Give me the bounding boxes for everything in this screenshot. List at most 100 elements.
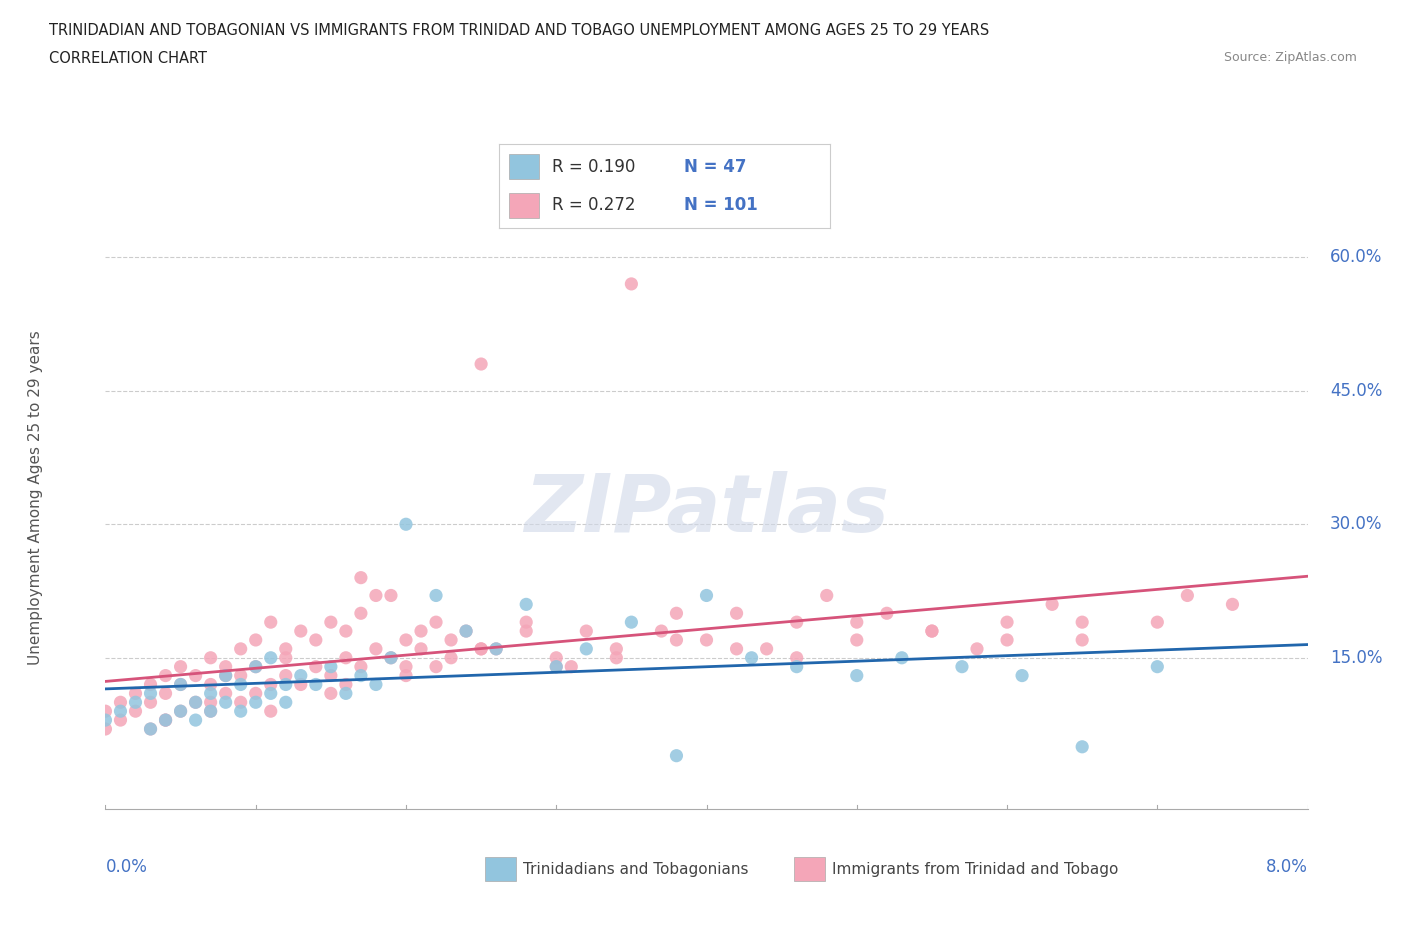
Text: 0.0%: 0.0% <box>105 858 148 876</box>
Point <box>921 624 943 639</box>
Point <box>350 659 373 674</box>
Point <box>274 677 297 692</box>
Point <box>319 668 342 683</box>
Point <box>229 695 252 710</box>
Point <box>260 704 283 719</box>
Point <box>845 668 868 683</box>
Point <box>305 659 328 674</box>
Text: Immigrants from Trinidad and Tobago: Immigrants from Trinidad and Tobago <box>832 862 1119 877</box>
Point <box>350 605 373 620</box>
Point <box>395 659 418 674</box>
Point <box>845 615 868 630</box>
Point <box>1040 597 1063 612</box>
Point <box>200 650 222 665</box>
Point <box>200 695 222 710</box>
Point <box>350 668 373 683</box>
Point <box>995 632 1018 647</box>
Point <box>395 632 418 647</box>
Point <box>229 677 252 692</box>
Point <box>139 722 162 737</box>
Point <box>245 659 267 674</box>
Point <box>605 642 627 657</box>
Text: Unemployment Among Ages 25 to 29 years: Unemployment Among Ages 25 to 29 years <box>28 330 44 665</box>
Point <box>890 650 912 665</box>
Point <box>350 570 373 585</box>
Point <box>786 615 808 630</box>
Point <box>409 642 432 657</box>
Point <box>725 642 748 657</box>
Point <box>139 722 162 737</box>
Point <box>184 695 207 710</box>
Point <box>290 668 312 683</box>
Text: N = 47: N = 47 <box>685 158 747 176</box>
Point <box>169 704 191 719</box>
Point <box>575 624 598 639</box>
Point <box>110 704 132 719</box>
Point <box>155 686 177 701</box>
Point <box>260 686 283 701</box>
Point <box>200 677 222 692</box>
Point <box>440 650 463 665</box>
Point <box>605 650 627 665</box>
Point <box>335 677 357 692</box>
Point <box>124 704 146 719</box>
Point <box>620 276 643 291</box>
Point <box>1175 588 1198 603</box>
Point <box>245 659 267 674</box>
Point <box>184 668 207 683</box>
Text: R = 0.190: R = 0.190 <box>553 158 636 176</box>
Point <box>515 597 537 612</box>
Point <box>485 642 508 657</box>
Point <box>155 712 177 727</box>
Point <box>155 712 177 727</box>
Point <box>425 588 447 603</box>
Point <box>200 704 222 719</box>
Point <box>546 650 568 665</box>
Point <box>665 632 688 647</box>
Point <box>380 650 402 665</box>
Text: CORRELATION CHART: CORRELATION CHART <box>49 51 207 66</box>
Text: 8.0%: 8.0% <box>1265 858 1308 876</box>
Text: 30.0%: 30.0% <box>1330 515 1382 533</box>
Point <box>124 686 146 701</box>
Point <box>950 659 973 674</box>
Point <box>260 650 283 665</box>
Text: 60.0%: 60.0% <box>1330 248 1382 266</box>
Point <box>214 695 236 710</box>
Point <box>786 650 808 665</box>
Bar <box>509 193 538 218</box>
Point <box>665 605 688 620</box>
Point <box>1011 668 1033 683</box>
Point <box>214 686 236 701</box>
Text: R = 0.272: R = 0.272 <box>553 196 636 214</box>
Point <box>274 650 297 665</box>
Point <box>229 704 252 719</box>
Point <box>1071 632 1094 647</box>
Point <box>395 517 418 532</box>
Point <box>305 677 328 692</box>
Point <box>1071 739 1094 754</box>
Point <box>245 632 267 647</box>
Point <box>845 632 868 647</box>
Point <box>169 677 191 692</box>
Point <box>440 632 463 647</box>
Point <box>94 712 117 727</box>
Point <box>546 659 568 674</box>
Text: TRINIDADIAN AND TOBAGONIAN VS IMMIGRANTS FROM TRINIDAD AND TOBAGO UNEMPLOYMENT A: TRINIDADIAN AND TOBAGONIAN VS IMMIGRANTS… <box>49 23 990 38</box>
Point <box>155 712 177 727</box>
Point <box>214 668 236 683</box>
Text: Source: ZipAtlas.com: Source: ZipAtlas.com <box>1223 51 1357 64</box>
Point <box>274 642 297 657</box>
Point <box>409 624 432 639</box>
Point <box>665 749 688 764</box>
Point <box>454 624 477 639</box>
Point <box>470 642 492 657</box>
Point <box>245 695 267 710</box>
Point <box>515 624 537 639</box>
Point <box>260 615 283 630</box>
Point <box>470 642 492 657</box>
Point <box>876 605 898 620</box>
Point <box>741 650 763 665</box>
Point <box>380 650 402 665</box>
Point <box>395 668 418 683</box>
